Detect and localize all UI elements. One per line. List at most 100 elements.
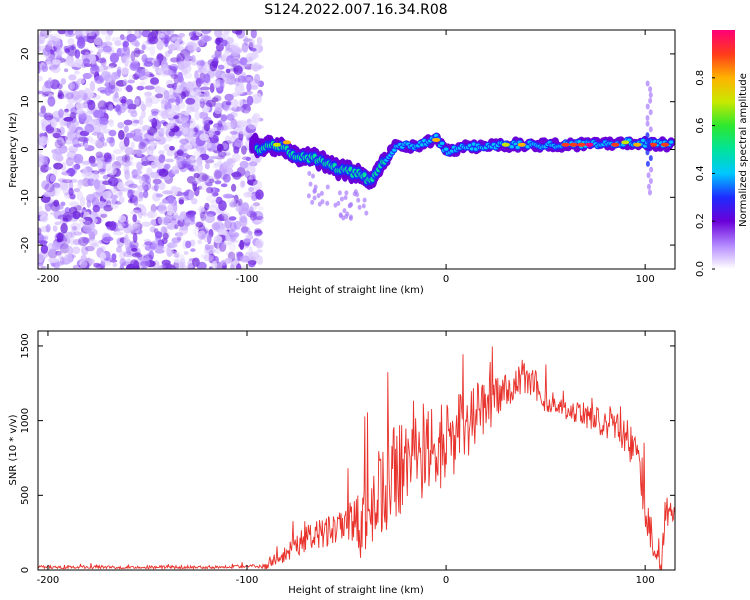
noise-blob [68, 82, 79, 91]
noise-blob [69, 193, 76, 200]
signal-core [515, 145, 520, 150]
noise-blob [64, 135, 70, 142]
noise-blob [150, 108, 160, 114]
noise-blob [134, 30, 140, 37]
noise-blob [248, 38, 255, 48]
noise-blob [93, 109, 105, 118]
noise-blob [200, 234, 206, 240]
noise-blob [160, 63, 169, 72]
noise-blob [54, 139, 63, 149]
noise-blob [58, 89, 63, 98]
noise-blob [81, 160, 92, 165]
noise-blob [211, 260, 218, 269]
snr-ylabel: SNR (10 * v/v) [8, 414, 19, 485]
signal-peak [661, 142, 670, 147]
noise-blob [106, 136, 115, 144]
noise-blob [106, 166, 117, 176]
noise-blob [60, 90, 69, 100]
noise-blob [52, 59, 61, 65]
noise-blob [55, 250, 62, 256]
signal-spike [648, 109, 653, 116]
signal-scatter [307, 171, 312, 177]
noise-blob [97, 201, 106, 209]
noise-blob [49, 174, 55, 183]
signal-scatter [338, 213, 343, 219]
noise-blob [92, 191, 101, 199]
noise-blob [214, 130, 221, 136]
noise-blob [41, 91, 49, 97]
noise-blob [118, 215, 127, 223]
snr-xtick-label: 100 [636, 575, 655, 586]
noise-blob [112, 262, 118, 268]
noise-blob [38, 44, 41, 54]
noise-blob [124, 169, 130, 180]
noise-blob [97, 209, 108, 219]
noise-blob [216, 214, 225, 222]
noise-blob [41, 30, 52, 34]
noise-blob [185, 97, 196, 105]
noise-blob [130, 259, 139, 269]
noise-blob [57, 91, 64, 98]
noise-blob [240, 255, 250, 263]
signal-core [362, 172, 367, 178]
noise-blob [125, 132, 134, 139]
noise-blob [196, 156, 203, 167]
noise-blob [64, 207, 71, 214]
noise-blob [223, 144, 230, 151]
colorbar-label: Normalized spectral amplitude [738, 73, 749, 227]
noise-blob [117, 122, 125, 129]
noise-blob [52, 225, 58, 232]
noise-blob [223, 122, 234, 130]
noise-blob [138, 141, 146, 150]
signal-core [525, 145, 530, 149]
noise-blob [46, 61, 53, 65]
snr-ytick-label: 1000 [20, 408, 31, 433]
noise-blob [188, 138, 197, 143]
noise-blob [99, 64, 108, 73]
noise-blob [241, 265, 250, 269]
noise-blob [201, 116, 211, 121]
noise-blob [95, 151, 104, 159]
noise-blob [86, 32, 97, 40]
noise-blob [197, 239, 203, 245]
noise-blob [67, 38, 75, 45]
noise-blob [45, 224, 51, 233]
noise-blob [190, 36, 200, 41]
noise-blob [190, 248, 196, 252]
noise-blob [219, 79, 225, 85]
noise-blob [39, 214, 49, 223]
noise-blob [71, 43, 76, 51]
noise-blob [214, 180, 222, 185]
signal-scatter [362, 197, 367, 203]
noise-blob [225, 68, 231, 74]
noise-blob [141, 266, 147, 269]
noise-blob [122, 40, 129, 48]
noise-blob [100, 261, 112, 267]
noise-blob [140, 81, 146, 86]
noise-blob [78, 110, 88, 119]
noise-blob [249, 204, 257, 211]
noise-blob [166, 150, 175, 157]
noise-blob [130, 110, 138, 118]
spectrogram-xtick-label: 0 [443, 274, 449, 285]
noise-blob [72, 136, 80, 148]
noise-blob [237, 120, 249, 128]
noise-blob [126, 33, 137, 43]
colorbar-tick-label: 0.8 [695, 70, 706, 86]
noise-blob [87, 99, 96, 111]
noise-blob [123, 79, 128, 87]
noise-blob [228, 57, 236, 65]
noise-blob [176, 232, 183, 241]
noise-blob [73, 163, 81, 170]
signal-scatter [316, 193, 321, 199]
noise-blob [247, 230, 253, 236]
noise-blob [157, 33, 165, 38]
noise-blob [215, 43, 224, 52]
spectrogram-ytick-label: 0 [20, 146, 31, 152]
noise-blob [62, 217, 69, 222]
noise-blob [162, 262, 173, 269]
signal-peak [633, 142, 642, 147]
signal-scatter [306, 193, 311, 199]
noise-blob [96, 51, 101, 61]
noise-blob [94, 119, 101, 128]
